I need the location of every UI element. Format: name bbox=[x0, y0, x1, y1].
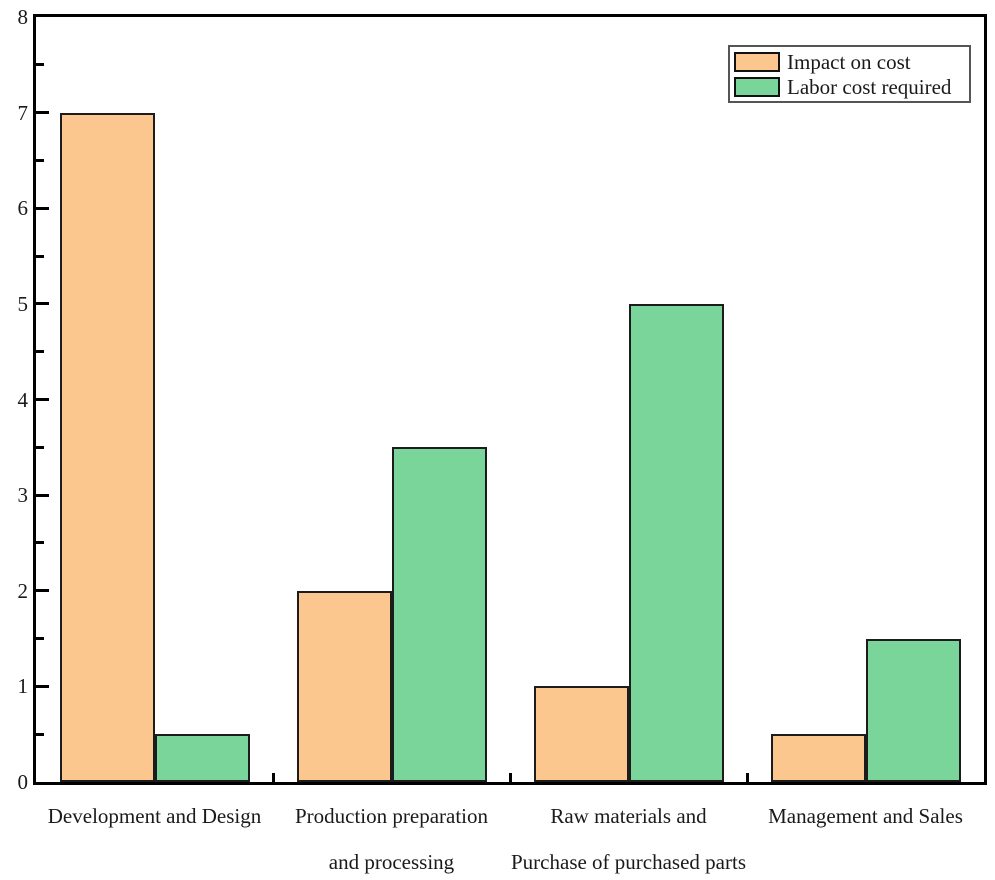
bar-labor-cost-required-group-1 bbox=[154, 734, 250, 782]
category-label-line: Purchase of purchased parts bbox=[511, 850, 746, 874]
legend-swatch-labor-cost-required bbox=[734, 76, 780, 97]
y-axis-tick-label: 3 bbox=[17, 483, 29, 508]
category-label-group-1: Development and Design bbox=[20, 793, 290, 839]
legend-item-labor-cost-required: Labor cost required bbox=[734, 74, 965, 99]
y-axis-minor-tick bbox=[36, 254, 44, 258]
category-label-line: Raw materials and bbox=[550, 804, 707, 828]
bar-labor-cost-required-group-3 bbox=[628, 303, 724, 782]
y-axis-tick-label: 6 bbox=[17, 196, 29, 221]
y-axis-tick-label: 4 bbox=[17, 387, 29, 412]
legend: Impact on cost Labor cost required bbox=[728, 45, 971, 103]
y-axis-minor-tick bbox=[36, 637, 44, 641]
y-axis-minor-tick bbox=[36, 350, 44, 354]
y-axis-minor-tick bbox=[36, 541, 44, 545]
bar-labor-cost-required-group-4 bbox=[865, 638, 961, 782]
y-axis-minor-tick bbox=[36, 158, 44, 162]
category-label-group-2: Production preparation and processing bbox=[257, 793, 527, 880]
x-axis-tick bbox=[508, 773, 512, 782]
category-label-line: and processing bbox=[328, 850, 455, 874]
legend-item-impact-on-cost: Impact on cost bbox=[734, 49, 965, 74]
y-axis-tick-label: 0 bbox=[17, 770, 29, 794]
y-axis-major-tick bbox=[36, 302, 49, 306]
bar-labor-cost-required-group-2 bbox=[391, 447, 487, 782]
y-axis-minor-tick bbox=[36, 63, 44, 67]
y-axis-tick-label: 2 bbox=[17, 578, 29, 603]
y-axis-tick-label: 5 bbox=[17, 291, 29, 316]
y-axis-tick-label: 7 bbox=[17, 100, 29, 125]
bar-impact-on-cost-group-2 bbox=[296, 590, 392, 782]
y-axis-tick-label: 1 bbox=[17, 674, 29, 699]
legend-label-impact-on-cost: Impact on cost bbox=[787, 49, 911, 74]
category-label-group-4: Management and Sales bbox=[731, 793, 995, 839]
category-label-line: Management and Sales bbox=[768, 804, 963, 828]
y-axis-minor-tick bbox=[36, 445, 44, 449]
category-label-line: Development and Design bbox=[47, 804, 262, 828]
category-label-line: Production preparation bbox=[294, 804, 489, 828]
y-axis-minor-tick bbox=[36, 732, 44, 736]
plot-area bbox=[33, 14, 987, 785]
y-axis-tick-label: 8 bbox=[17, 5, 29, 29]
legend-label-labor-cost-required: Labor cost required bbox=[787, 74, 952, 99]
x-axis-tick bbox=[745, 773, 749, 782]
bar-impact-on-cost-group-1 bbox=[59, 112, 155, 782]
y-axis-major-tick bbox=[36, 111, 49, 115]
legend-swatch-impact-on-cost bbox=[734, 51, 780, 72]
y-axis-major-tick bbox=[36, 493, 49, 497]
x-axis-tick bbox=[271, 773, 275, 782]
bar-impact-on-cost-group-4 bbox=[770, 734, 866, 782]
y-axis-major-tick bbox=[36, 589, 49, 593]
category-label-group-3: Raw materials and Purchase of purchased p… bbox=[494, 793, 764, 880]
y-axis-major-tick bbox=[36, 206, 49, 210]
bar-impact-on-cost-group-3 bbox=[533, 686, 629, 782]
y-axis-major-tick bbox=[36, 398, 49, 401]
y-axis-major-tick bbox=[36, 684, 49, 688]
